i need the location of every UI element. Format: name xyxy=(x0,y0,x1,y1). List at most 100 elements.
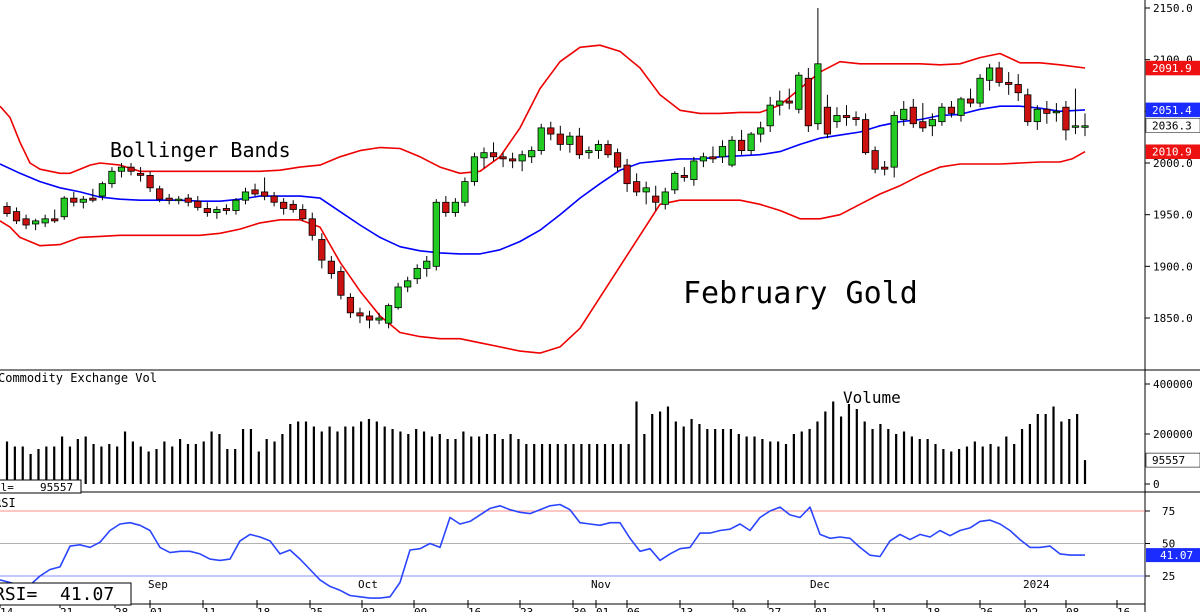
candle xyxy=(613,148,622,172)
lower-bollinger-band xyxy=(0,151,1086,354)
volume-bar xyxy=(344,426,347,484)
candle-body xyxy=(804,77,812,127)
rsi-panel-label: RSI xyxy=(0,496,16,510)
candle xyxy=(213,206,221,219)
candle-body xyxy=(213,209,221,213)
volume-bar xyxy=(737,434,740,484)
volume-bar xyxy=(729,429,733,484)
candle-body xyxy=(1033,108,1041,123)
candle xyxy=(451,198,459,217)
volume-bar xyxy=(517,439,520,484)
volume-bar xyxy=(76,439,79,484)
candle xyxy=(346,293,355,318)
volume-bar xyxy=(430,436,434,484)
candle xyxy=(60,196,68,220)
rsi-tick-label: 50 xyxy=(1162,538,1175,551)
volume-bar xyxy=(997,446,1000,484)
candle-body xyxy=(528,150,536,158)
candle xyxy=(70,191,78,207)
candle xyxy=(108,167,116,188)
candle xyxy=(957,96,965,122)
volume-last-label: 95557 xyxy=(1152,454,1185,467)
volume-bar xyxy=(871,429,874,484)
candle xyxy=(41,214,49,228)
volume-bar xyxy=(218,434,221,484)
volume-bar xyxy=(674,421,677,484)
candle-body xyxy=(890,115,898,168)
candle xyxy=(928,113,936,137)
candle-body xyxy=(499,156,507,160)
candle xyxy=(547,121,555,141)
volume-bar xyxy=(501,439,504,484)
rsi-axis: 75 50 25 xyxy=(0,505,1175,583)
volume-bar xyxy=(116,446,119,484)
price-tick-label: 2150.0 xyxy=(1153,2,1193,15)
candle-body xyxy=(518,154,526,162)
candle-body xyxy=(22,218,30,226)
date-tick-label: 20 xyxy=(733,606,746,612)
candle xyxy=(1052,103,1060,122)
candle-body xyxy=(89,197,97,201)
candle-body xyxy=(642,187,650,193)
lower-band-label-box xyxy=(1145,144,1200,159)
candle-body xyxy=(175,198,183,202)
volume-bar xyxy=(226,449,229,484)
volume-bar xyxy=(934,444,937,484)
candle xyxy=(470,152,479,186)
volume-bar xyxy=(29,454,32,484)
volume-bar xyxy=(281,434,284,484)
candle-body xyxy=(375,317,383,321)
candle-body xyxy=(1043,108,1051,114)
volume-bar xyxy=(171,446,174,484)
candle-body xyxy=(1014,84,1022,94)
volume-tick-label: 400000 xyxy=(1153,378,1193,391)
volume-bar xyxy=(446,439,449,484)
price-tick-label: 1950.0 xyxy=(1153,209,1193,222)
candle-body xyxy=(156,188,164,200)
candle-body xyxy=(795,74,803,110)
candle-body xyxy=(270,195,278,203)
volume-bar xyxy=(422,431,426,484)
candle xyxy=(871,146,879,174)
volume-bar xyxy=(383,426,386,484)
candle xyxy=(528,146,536,163)
volume-bar xyxy=(808,429,811,484)
date-tick-label: 11 xyxy=(203,606,216,612)
volume-bar xyxy=(336,431,339,484)
candle-body xyxy=(98,183,106,197)
candle xyxy=(585,146,593,159)
date-tick-label: 14 xyxy=(0,606,14,612)
candle-body xyxy=(842,115,851,118)
rsi-line xyxy=(0,503,1085,599)
volume-tick-label: 200000 xyxy=(1153,428,1193,441)
candle-body xyxy=(633,181,641,193)
candle-body xyxy=(995,67,1003,83)
candle-body xyxy=(594,143,603,151)
candle-body xyxy=(117,166,126,172)
candle xyxy=(156,185,164,203)
volume-bar xyxy=(635,401,638,484)
candle xyxy=(776,90,784,116)
volume-bar xyxy=(1052,406,1055,484)
candle xyxy=(127,163,135,176)
candle-body xyxy=(604,143,612,156)
candle xyxy=(642,181,650,205)
candle xyxy=(146,171,154,192)
volume-bar xyxy=(666,406,670,484)
volume-bar xyxy=(910,436,913,484)
rsi-last-label: 41.07 xyxy=(1160,549,1193,562)
candle-body xyxy=(356,312,364,317)
volume-bar xyxy=(1068,419,1071,484)
candle xyxy=(394,282,402,310)
candle-body xyxy=(423,260,431,269)
candle-body xyxy=(661,191,669,205)
candle xyxy=(804,67,812,132)
candle xyxy=(327,256,335,279)
candle xyxy=(1071,88,1080,135)
candle xyxy=(194,196,202,211)
volume-bar xyxy=(289,424,292,484)
candle-body xyxy=(222,208,231,211)
volume-bar xyxy=(690,419,693,484)
candle xyxy=(251,183,259,197)
volume-bar xyxy=(234,449,237,484)
